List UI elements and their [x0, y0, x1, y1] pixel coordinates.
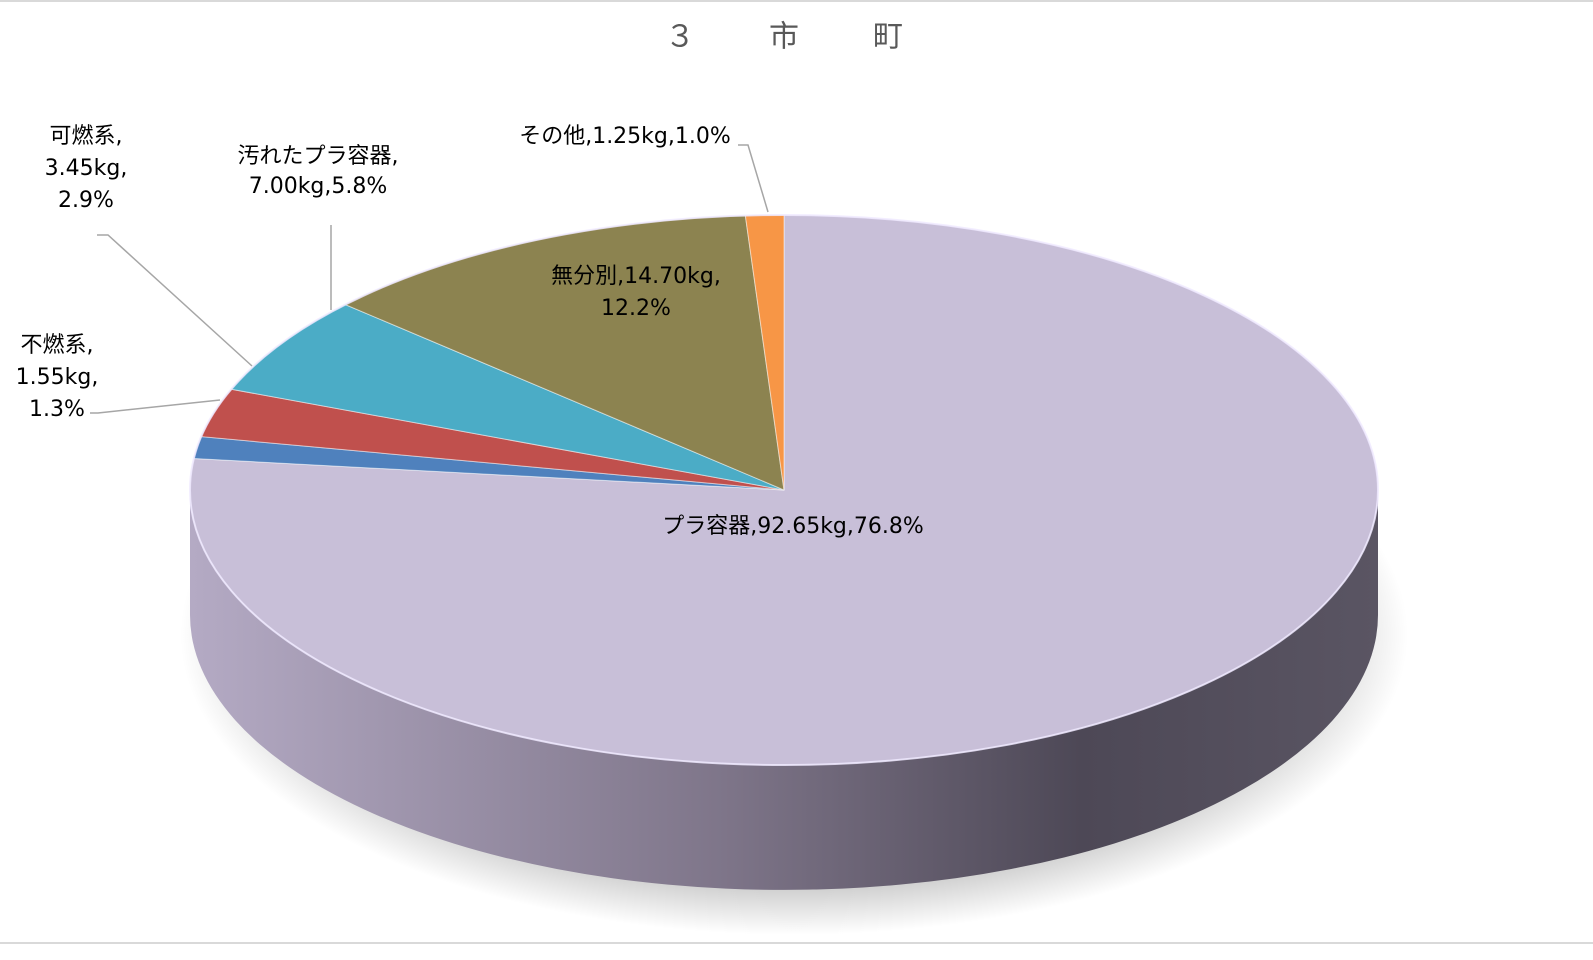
leader-line	[97, 234, 253, 367]
data-label: 無分別,14.70kg,	[551, 264, 721, 289]
data-label: 汚れたプラ容器,	[238, 144, 399, 169]
data-label: プラ容器,92.65kg,76.8%	[662, 514, 924, 539]
data-label: 1.3%	[29, 397, 85, 422]
pie-rim	[189, 214, 1379, 766]
data-label: 3.45kg,	[45, 156, 128, 181]
data-label: 不燃系,	[21, 333, 94, 358]
labels: プラ容器,92.65kg,76.8% 不燃系, 1.55kg, 1.3% 可燃系, 3.4…	[16, 124, 924, 539]
data-label: その他,1.25kg,1.0%	[519, 124, 731, 149]
pie	[180, 214, 1408, 935]
data-label: 7.00kg,5.8%	[249, 174, 388, 199]
data-label: 1.55kg,	[16, 365, 99, 390]
leader-line	[90, 399, 221, 414]
pie-side	[190, 490, 1378, 890]
data-label: 可燃系,	[50, 124, 123, 149]
chart-title: ３ 市 町	[665, 20, 925, 55]
data-label: 2.9%	[58, 188, 114, 213]
data-label: 12.2%	[601, 296, 671, 321]
leader-line	[738, 144, 769, 213]
